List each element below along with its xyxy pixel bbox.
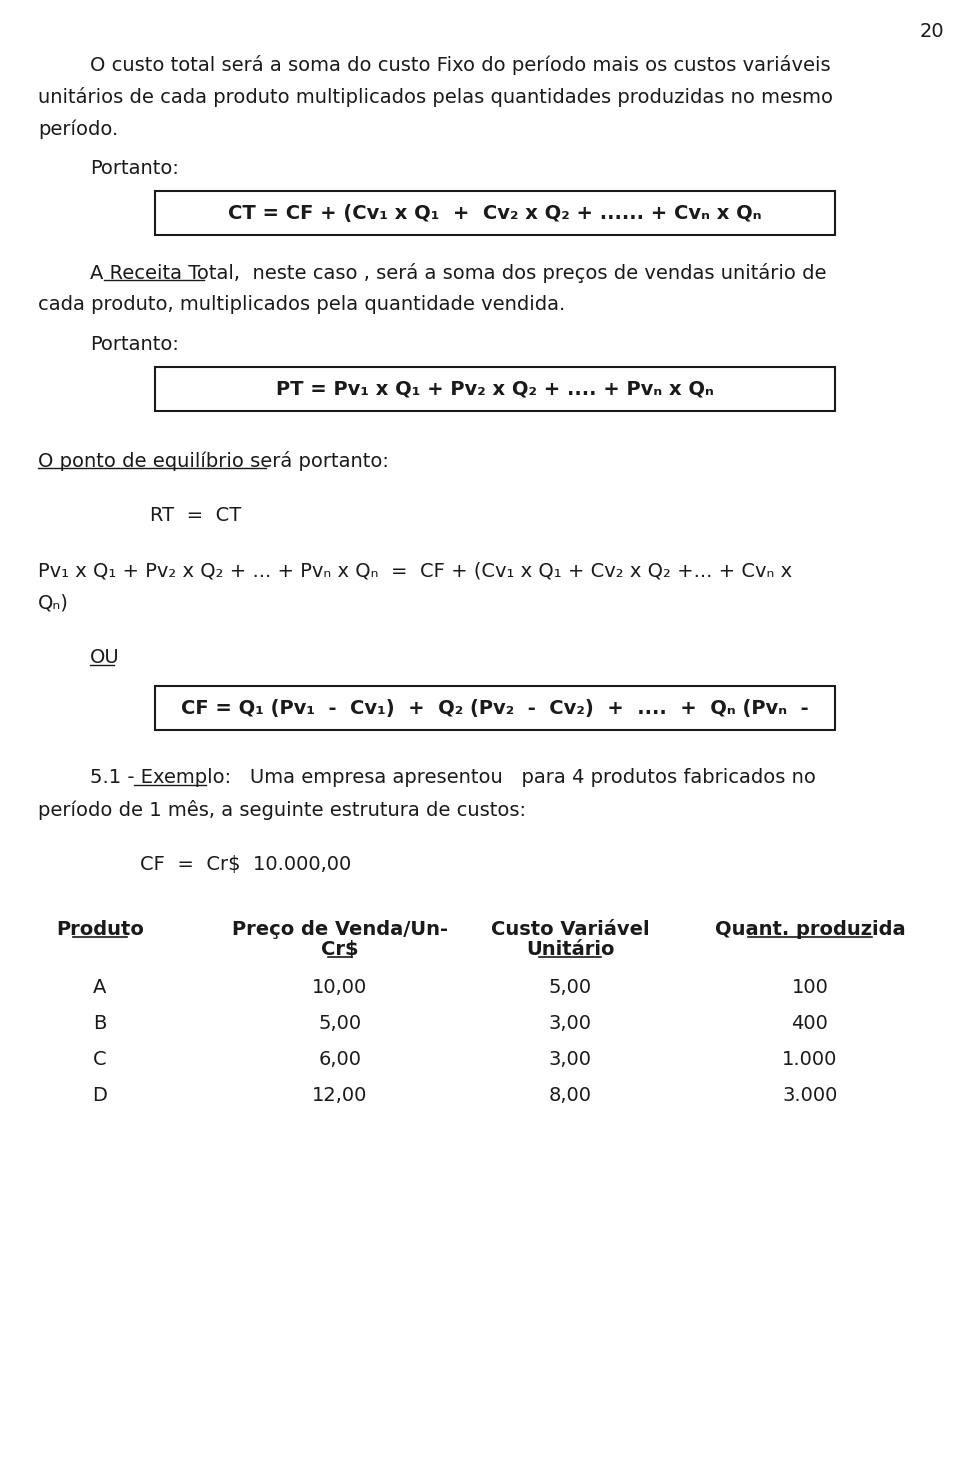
Text: 400: 400 bbox=[792, 1014, 828, 1033]
Text: C: C bbox=[93, 1049, 107, 1069]
Text: CF = Q₁ (Pv₁  -  Cv₁)  +  Q₂ (Pv₂  -  Cv₂)  +  ....  +  Qₙ (Pvₙ  -: CF = Q₁ (Pv₁ - Cv₁) + Q₂ (Pv₂ - Cv₂) + .… bbox=[181, 699, 809, 718]
FancyBboxPatch shape bbox=[155, 367, 835, 411]
Text: Custo Variável: Custo Variável bbox=[491, 920, 649, 939]
FancyBboxPatch shape bbox=[155, 685, 835, 730]
Text: 5.1 - Exemplo:   Uma empresa apresentou   para 4 produtos fabricados no: 5.1 - Exemplo: Uma empresa apresentou pa… bbox=[90, 768, 816, 787]
Text: Pv₁ x Q₁ + Pv₂ x Q₂ + ... + Pvₙ x Qₙ  =  CF + (Cv₁ x Q₁ + Cv₂ x Q₂ +... + Cvₙ x: Pv₁ x Q₁ + Pv₂ x Q₂ + ... + Pvₙ x Qₙ = C… bbox=[38, 562, 792, 579]
Text: 3,00: 3,00 bbox=[548, 1014, 591, 1033]
Text: 8,00: 8,00 bbox=[548, 1086, 591, 1106]
Text: unitários de cada produto multiplicados pelas quantidades produzidas no mesmo: unitários de cada produto multiplicados … bbox=[38, 87, 833, 108]
Text: Portanto:: Portanto: bbox=[90, 159, 179, 178]
Text: cada produto, multiplicados pela quantidade vendida.: cada produto, multiplicados pela quantid… bbox=[38, 295, 565, 314]
Text: A Receita Total,  neste caso , será a soma dos preços de vendas unitário de: A Receita Total, neste caso , será a som… bbox=[90, 262, 827, 283]
Text: 6,00: 6,00 bbox=[319, 1049, 362, 1069]
Text: 20: 20 bbox=[920, 22, 945, 41]
Text: D: D bbox=[92, 1086, 108, 1106]
Text: OU: OU bbox=[90, 649, 120, 668]
Text: PT = Pv₁ x Q₁ + Pv₂ x Q₂ + .... + Pvₙ x Qₙ: PT = Pv₁ x Q₁ + Pv₂ x Q₂ + .... + Pvₙ x … bbox=[276, 379, 714, 398]
Text: O ponto de equilíbrio será portanto:: O ponto de equilíbrio será portanto: bbox=[38, 451, 389, 472]
Text: período.: período. bbox=[38, 119, 118, 139]
Text: Produto: Produto bbox=[56, 920, 144, 939]
Text: 3,00: 3,00 bbox=[548, 1049, 591, 1069]
Text: Unitário: Unitário bbox=[526, 940, 614, 960]
Text: A: A bbox=[93, 979, 107, 996]
Text: CF  =  Cr$  10.000,00: CF = Cr$ 10.000,00 bbox=[140, 855, 351, 874]
Text: 3.000: 3.000 bbox=[782, 1086, 838, 1106]
Text: Qₙ): Qₙ) bbox=[38, 593, 69, 612]
Text: Portanto:: Portanto: bbox=[90, 335, 179, 354]
Text: período de 1 mês, a seguinte estrutura de custos:: período de 1 mês, a seguinte estrutura d… bbox=[38, 800, 526, 820]
Text: 100: 100 bbox=[792, 979, 828, 996]
Text: 10,00: 10,00 bbox=[312, 979, 368, 996]
Text: 1.000: 1.000 bbox=[782, 1049, 838, 1069]
FancyBboxPatch shape bbox=[155, 192, 835, 234]
Text: 5,00: 5,00 bbox=[548, 979, 591, 996]
Text: CT = CF + (Cv₁ x Q₁  +  Cv₂ x Q₂ + ...... + Cvₙ x Qₙ: CT = CF + (Cv₁ x Q₁ + Cv₂ x Q₂ + ...... … bbox=[228, 203, 762, 223]
Text: Cr$: Cr$ bbox=[322, 940, 359, 960]
Text: Quant. produzida: Quant. produzida bbox=[714, 920, 905, 939]
Text: B: B bbox=[93, 1014, 107, 1033]
Text: RT  =  CT: RT = CT bbox=[150, 506, 241, 525]
Text: O custo total será a soma do custo Fixo do período mais os custos variáveis: O custo total será a soma do custo Fixo … bbox=[90, 55, 830, 75]
Text: Preço de Venda/Un-: Preço de Venda/Un- bbox=[232, 920, 448, 939]
Text: 12,00: 12,00 bbox=[312, 1086, 368, 1106]
Text: 5,00: 5,00 bbox=[319, 1014, 362, 1033]
